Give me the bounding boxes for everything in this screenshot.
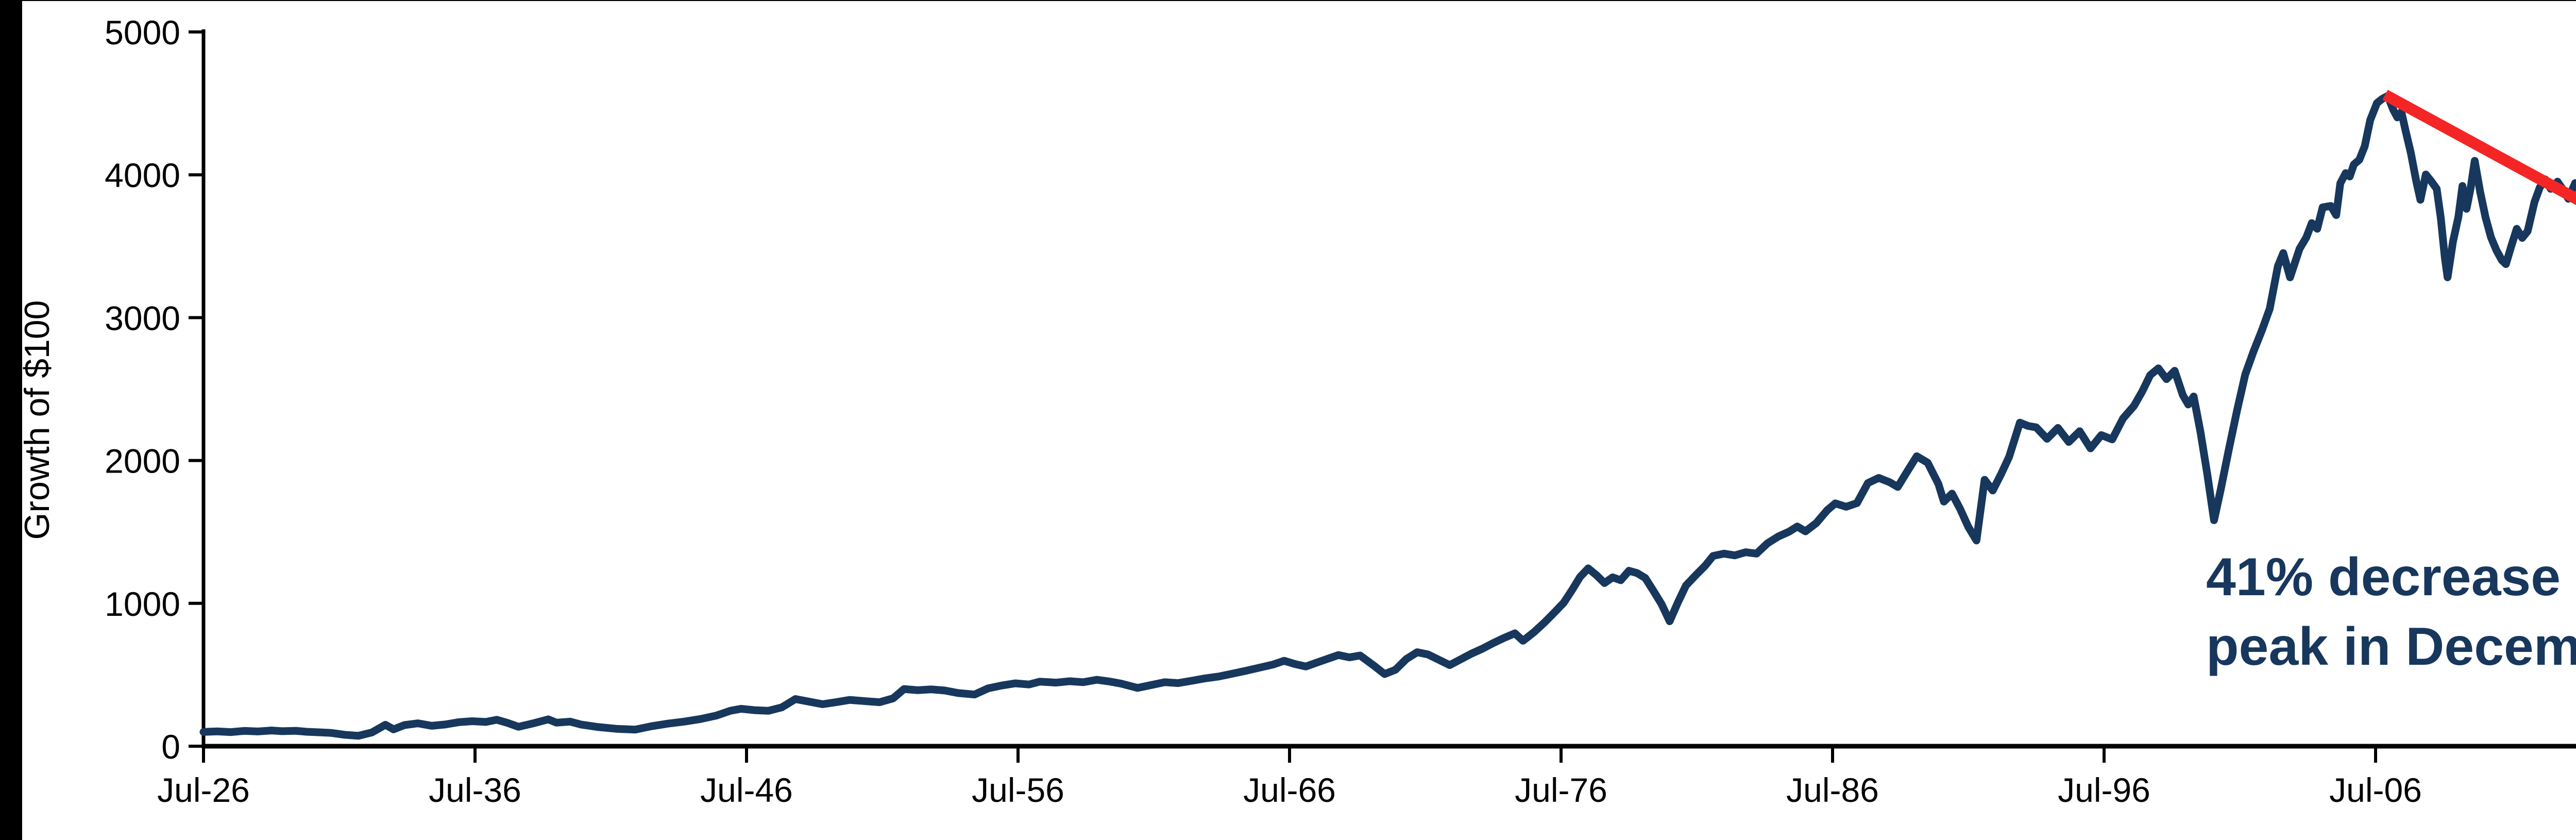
x-axis-ticks: Jul-26 Jul-36 Jul-46 Jul-56 Jul-66 Jul-76 Jul-…	[157, 746, 2422, 809]
y-tick-label: 4000	[105, 156, 180, 194]
annotation-line-2: peak in December 2006	[2206, 617, 2576, 677]
y-axis-ticks: 0 1000 2000 3000 4000 5000	[105, 13, 203, 766]
x-tick-label: Jul-26	[157, 771, 250, 809]
y-tick-label: 5000	[105, 13, 180, 52]
x-tick-label: Jul-56	[972, 771, 1064, 809]
y-tick-label: 2000	[105, 442, 180, 480]
x-tick-label: Jul-66	[1243, 771, 1336, 809]
x-tick-label: Jul-06	[2329, 771, 2422, 809]
x-tick-label: Jul-46	[700, 771, 793, 809]
annotation-line-1: 41% decrease since	[2206, 547, 2576, 607]
x-tick-label: Jul-96	[2058, 771, 2150, 809]
y-tick-label: 3000	[105, 299, 180, 337]
y-tick-label: 1000	[105, 585, 180, 623]
chart-paper-background	[22, 1, 2576, 840]
trend-arrow	[2382, 90, 2576, 205]
y-axis-title: Growth of $100	[18, 300, 57, 540]
x-tick-label: Jul-86	[1786, 771, 1879, 809]
trend-arrow-line	[2382, 90, 2576, 205]
y-tick-label: 0	[161, 728, 180, 766]
x-tick-label: Jul-36	[429, 771, 521, 809]
x-tick-label: Jul-76	[1515, 771, 1607, 809]
growth-of-100-line	[199, 92, 2576, 740]
